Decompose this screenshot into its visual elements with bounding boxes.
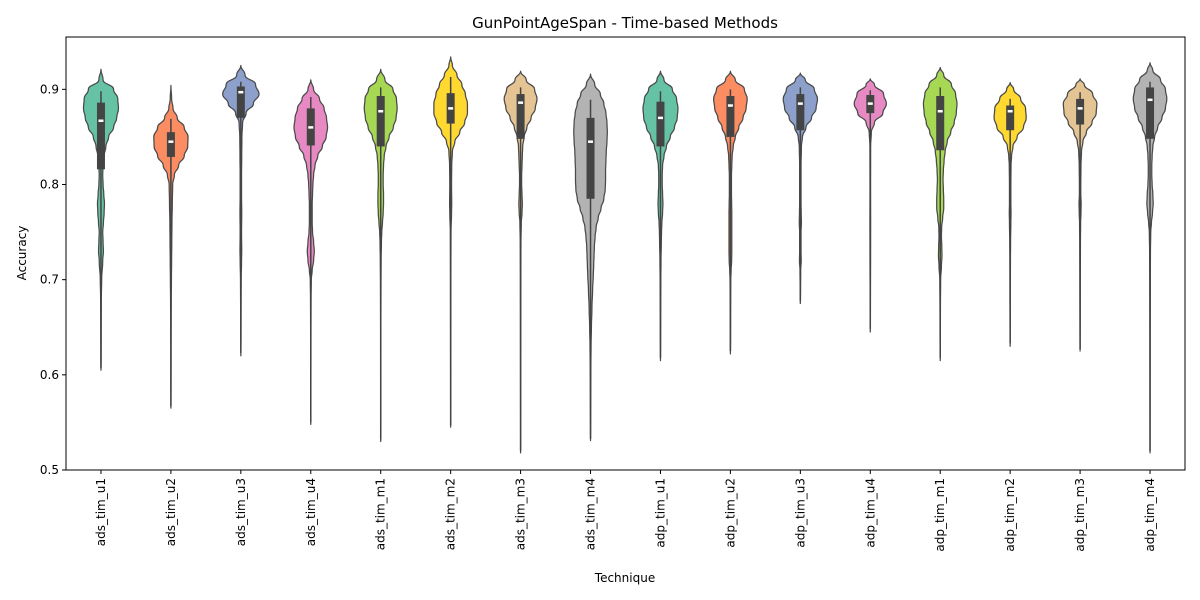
violin-iqr-box — [586, 117, 595, 199]
violin-median — [1007, 109, 1013, 113]
x-tick-label: adp_tim_u3 — [793, 478, 807, 548]
violin-median — [588, 140, 594, 143]
violin-ads_tim_m4 — [573, 73, 608, 442]
x-tick-label: adp_tim_m2 — [1003, 478, 1017, 552]
violin-median — [1077, 107, 1083, 110]
y-tick-label: 0.7 — [40, 273, 59, 287]
violin-iqr-box — [516, 94, 525, 139]
violin-iqr-box — [236, 86, 245, 118]
violin-median — [518, 101, 524, 104]
violin-ads_tim_m3 — [503, 70, 538, 454]
violin-median — [168, 140, 174, 143]
violin-iqr-box — [726, 96, 735, 137]
violin-adp_tim_u2 — [712, 70, 748, 355]
x-tick-label: ads_tim_u4 — [304, 478, 318, 546]
y-axis-label: Accuracy — [15, 226, 29, 281]
y-tick-label: 0.8 — [40, 178, 59, 192]
violin-adp_tim_m4 — [1132, 62, 1168, 454]
y-tick-label: 0.9 — [40, 82, 59, 96]
violin-iqr-box — [96, 102, 105, 170]
y-tick-label: 0.5 — [40, 463, 59, 477]
violin-adp_tim_u1 — [642, 70, 679, 362]
violin-adp_tim_u3 — [782, 72, 819, 305]
y-tick-label: 0.6 — [40, 368, 59, 382]
x-tick-label: ads_tim_u3 — [234, 478, 248, 546]
violin-median — [727, 104, 733, 107]
axes-frame — [65, 36, 1186, 471]
violin-iqr-box — [1146, 87, 1155, 139]
violin-iqr-box — [656, 101, 665, 147]
violin-iqr-box — [376, 96, 385, 147]
violin-adp_tim_m2 — [993, 82, 1027, 347]
violin-ads_tim_u4 — [293, 79, 329, 425]
violin-ads_tim_u1 — [82, 68, 120, 371]
violin-ads_tim_u2 — [153, 84, 189, 409]
violin-median — [98, 119, 104, 122]
x-tick-label: adp_tim_u1 — [653, 478, 667, 548]
violin-iqr-box — [796, 94, 805, 131]
violin-median — [448, 107, 454, 110]
x-tick-label: ads_tim_m3 — [514, 478, 528, 550]
violin-median — [308, 126, 314, 129]
violin-ads_tim_u3 — [222, 64, 260, 357]
violin-median — [937, 109, 943, 113]
x-axis: ads_tim_u1 ads_tim_u2 ads_tim_u3 ads_tim_u4… — [94, 470, 1157, 552]
violin-median — [378, 109, 384, 113]
violin-iqr-box — [1006, 105, 1015, 131]
violin-adp_tim_m1 — [922, 66, 958, 362]
violin-iqr-box — [1076, 98, 1085, 125]
violin-ads_tim_m2 — [433, 56, 469, 428]
x-tick-label: ads_tim_m2 — [444, 478, 458, 550]
chart-title: GunPointAgeSpan - Time-based Methods — [472, 14, 778, 32]
x-tick-label: ads_tim_u2 — [164, 478, 178, 546]
x-tick-label: adp_tim_m1 — [933, 478, 947, 552]
violin-median — [797, 102, 803, 105]
violin-ads_tim_m1 — [363, 68, 398, 443]
x-tick-label: adp_tim_u4 — [863, 478, 877, 548]
violin-iqr-box — [936, 96, 945, 151]
y-axis: 0.5 0.6 0.7 0.8 0.9 — [40, 82, 66, 477]
x-tick-label: ads_tim_m1 — [374, 478, 388, 550]
x-tick-label: ads_tim_u1 — [94, 478, 108, 546]
violin-median — [657, 116, 663, 120]
violin-median — [238, 90, 244, 94]
x-tick-label: ads_tim_m4 — [584, 478, 598, 550]
x-tick-label: adp_tim_m3 — [1073, 478, 1087, 552]
violin-median — [867, 102, 873, 105]
violin-adp_tim_u4 — [853, 78, 887, 333]
violin-iqr-box — [166, 132, 175, 157]
x-tick-label: adp_tim_m4 — [1143, 478, 1157, 552]
x-axis-label: Technique — [594, 571, 655, 585]
violin-median — [1147, 98, 1153, 102]
violin-adp_tim_m3 — [1062, 78, 1098, 352]
x-tick-label: adp_tim_u2 — [723, 478, 737, 548]
plot-area — [82, 56, 1168, 454]
